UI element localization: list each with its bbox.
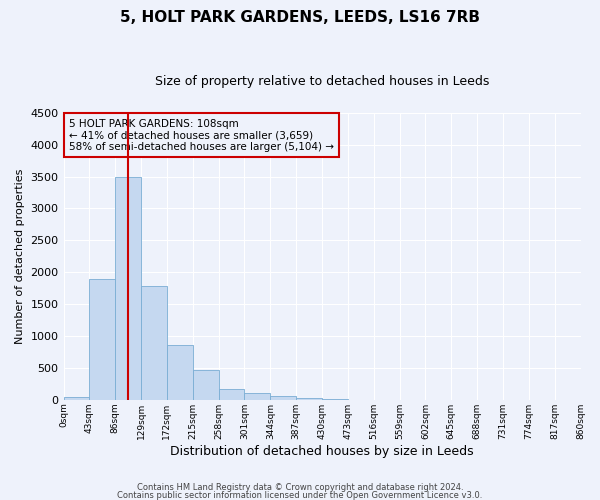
Bar xyxy=(271,396,296,400)
Bar xyxy=(244,394,271,400)
X-axis label: Distribution of detached houses by size in Leeds: Distribution of detached houses by size … xyxy=(170,444,474,458)
Title: Size of property relative to detached houses in Leeds: Size of property relative to detached ho… xyxy=(155,75,489,88)
Bar xyxy=(322,398,348,400)
Bar xyxy=(193,370,218,400)
Text: Contains HM Land Registry data © Crown copyright and database right 2024.: Contains HM Land Registry data © Crown c… xyxy=(137,484,463,492)
Bar xyxy=(167,345,193,400)
Bar xyxy=(296,398,322,400)
Bar xyxy=(89,278,115,400)
Bar xyxy=(115,176,141,400)
Text: 5 HOLT PARK GARDENS: 108sqm
← 41% of detached houses are smaller (3,659)
58% of : 5 HOLT PARK GARDENS: 108sqm ← 41% of det… xyxy=(69,118,334,152)
Bar xyxy=(218,389,244,400)
Y-axis label: Number of detached properties: Number of detached properties xyxy=(15,168,25,344)
Bar xyxy=(141,286,167,400)
Text: Contains public sector information licensed under the Open Government Licence v3: Contains public sector information licen… xyxy=(118,490,482,500)
Text: 5, HOLT PARK GARDENS, LEEDS, LS16 7RB: 5, HOLT PARK GARDENS, LEEDS, LS16 7RB xyxy=(120,10,480,25)
Bar xyxy=(64,396,89,400)
